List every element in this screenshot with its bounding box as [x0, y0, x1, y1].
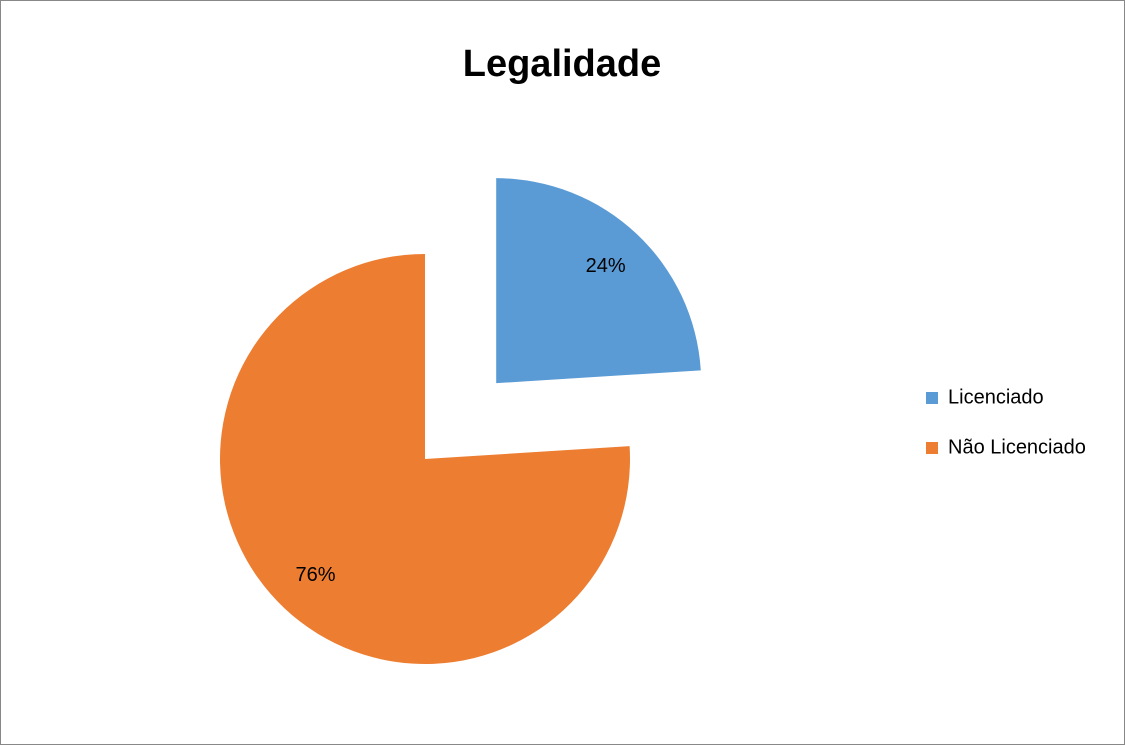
pie-slice [220, 254, 630, 664]
data-label: 24% [586, 255, 626, 277]
legend-label: Não Licenciado [948, 436, 1086, 458]
chart-title: Legalidade [463, 43, 662, 85]
pie-slice [496, 178, 701, 384]
legend-label: Licenciado [948, 386, 1044, 408]
legend-swatch [926, 392, 938, 404]
data-label: 76% [296, 564, 336, 586]
legend-swatch [926, 442, 938, 454]
